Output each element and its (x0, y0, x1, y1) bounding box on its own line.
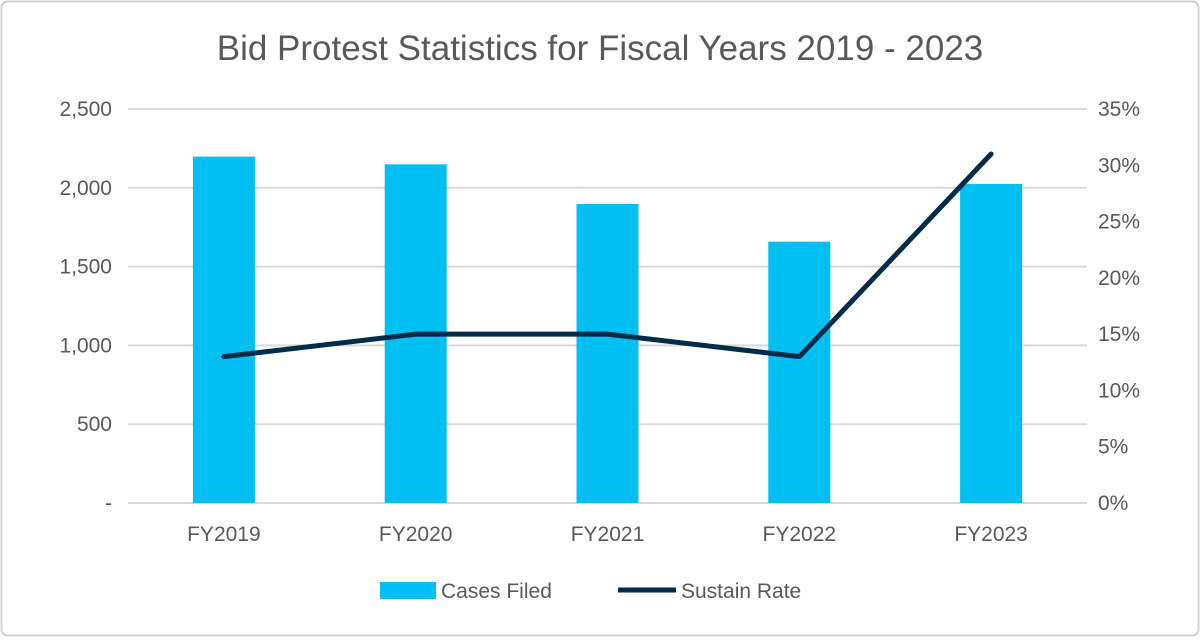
chart-title: Bid Protest Statistics for Fiscal Years … (217, 29, 984, 68)
bar-cases-filed-fy2022 (768, 242, 830, 503)
y-left-tick-label: 2,000 (59, 177, 112, 200)
legend-swatch-cases-filed (380, 582, 436, 599)
y-right-tick-label: 25% (1098, 211, 1140, 234)
y-left-tick-label: - (105, 492, 112, 515)
y-left-tick-label: 2,500 (59, 98, 112, 121)
bar-cases-filed-fy2023 (960, 184, 1022, 503)
y-right-tick-label: 30% (1098, 154, 1140, 177)
x-tick-label: FY2019 (187, 523, 261, 546)
x-tick-label: FY2020 (379, 523, 453, 546)
y-left-tick-label: 1,500 (59, 256, 112, 279)
x-tick-label: FY2022 (763, 523, 837, 546)
y-right-tick-label: 15% (1098, 323, 1140, 346)
bar-cases-filed-fy2019 (193, 157, 255, 503)
x-tick-label: FY2023 (954, 523, 1028, 546)
y-left-tick-label: 1,000 (59, 334, 112, 357)
y-right-tick-label: 5% (1098, 436, 1128, 459)
bar-cases-filed-fy2021 (577, 204, 639, 503)
y-right-tick-label: 10% (1098, 379, 1140, 402)
y-right-tick-label: 0% (1098, 492, 1128, 515)
legend-label-cases-filed: Cases Filed (441, 580, 552, 603)
x-tick-label: FY2021 (571, 523, 645, 546)
y-right-tick-label: 20% (1098, 267, 1140, 290)
legend-label-sustain-rate: Sustain Rate (681, 580, 801, 603)
y-right-tick-label: 35% (1098, 98, 1140, 121)
y-left-tick-label: 500 (77, 413, 112, 436)
